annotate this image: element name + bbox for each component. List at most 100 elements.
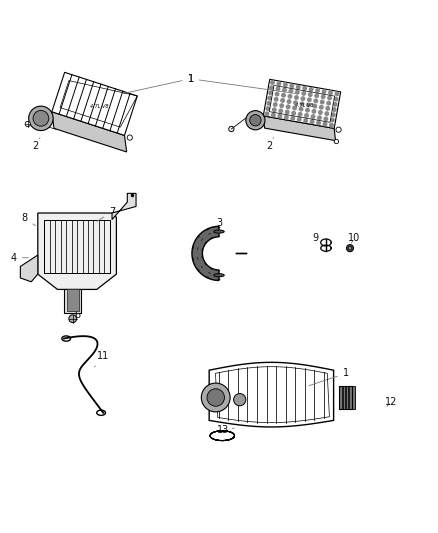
- Circle shape: [321, 95, 325, 99]
- Circle shape: [332, 108, 336, 111]
- Circle shape: [332, 113, 335, 117]
- Circle shape: [320, 106, 323, 109]
- Circle shape: [329, 91, 332, 94]
- Text: 4: 4: [11, 253, 28, 263]
- Circle shape: [334, 139, 339, 144]
- Circle shape: [303, 86, 307, 90]
- Text: 3: 3: [216, 218, 222, 234]
- Circle shape: [311, 115, 315, 118]
- Circle shape: [268, 96, 272, 100]
- Circle shape: [271, 81, 274, 84]
- Circle shape: [278, 115, 282, 118]
- Text: 4.7L V8: 4.7L V8: [295, 103, 314, 108]
- Circle shape: [326, 107, 329, 110]
- Circle shape: [301, 97, 304, 100]
- Circle shape: [330, 124, 333, 127]
- Circle shape: [334, 98, 338, 101]
- Circle shape: [296, 91, 299, 94]
- Circle shape: [302, 92, 306, 95]
- Circle shape: [299, 107, 303, 111]
- Circle shape: [304, 119, 307, 123]
- Circle shape: [308, 93, 312, 96]
- Bar: [339, 386, 353, 409]
- Text: 9: 9: [312, 233, 321, 246]
- Text: 2: 2: [32, 138, 40, 151]
- Circle shape: [285, 116, 288, 119]
- Polygon shape: [64, 289, 81, 313]
- Text: 13: 13: [217, 425, 234, 435]
- Circle shape: [25, 122, 30, 127]
- Circle shape: [331, 118, 334, 122]
- Circle shape: [321, 100, 324, 104]
- Circle shape: [314, 99, 318, 103]
- Circle shape: [317, 121, 320, 125]
- Bar: [346, 386, 349, 409]
- Circle shape: [286, 110, 289, 114]
- Bar: [339, 386, 342, 409]
- Circle shape: [295, 96, 298, 99]
- Polygon shape: [67, 289, 79, 311]
- Bar: [343, 386, 345, 409]
- Text: 4.7L V8: 4.7L V8: [90, 103, 108, 109]
- Circle shape: [348, 246, 352, 250]
- Circle shape: [306, 109, 309, 112]
- Text: 6: 6: [74, 306, 80, 319]
- Bar: [349, 386, 352, 409]
- Circle shape: [276, 87, 280, 91]
- Circle shape: [313, 104, 317, 108]
- Polygon shape: [112, 193, 136, 220]
- Circle shape: [287, 100, 291, 103]
- Circle shape: [297, 85, 300, 89]
- Circle shape: [328, 96, 331, 100]
- Circle shape: [327, 101, 330, 105]
- Circle shape: [289, 90, 293, 93]
- Circle shape: [284, 83, 287, 86]
- Circle shape: [282, 93, 285, 97]
- Circle shape: [272, 108, 276, 111]
- Circle shape: [250, 115, 261, 126]
- Circle shape: [318, 111, 322, 114]
- Bar: [353, 386, 355, 409]
- Text: 1: 1: [309, 368, 349, 386]
- Circle shape: [28, 106, 53, 131]
- Circle shape: [272, 113, 275, 117]
- Circle shape: [207, 389, 224, 406]
- Ellipse shape: [214, 230, 224, 233]
- Circle shape: [297, 118, 301, 122]
- Text: 12: 12: [385, 397, 398, 407]
- Circle shape: [276, 92, 279, 96]
- Circle shape: [270, 86, 273, 90]
- Circle shape: [292, 111, 295, 115]
- Circle shape: [275, 98, 278, 101]
- Circle shape: [291, 117, 294, 120]
- Circle shape: [201, 383, 230, 412]
- Circle shape: [309, 87, 313, 91]
- Circle shape: [273, 103, 277, 106]
- Polygon shape: [52, 72, 137, 135]
- Circle shape: [281, 99, 284, 102]
- Circle shape: [323, 123, 327, 126]
- Circle shape: [346, 245, 353, 252]
- Circle shape: [336, 127, 341, 132]
- Circle shape: [322, 90, 326, 93]
- Polygon shape: [263, 79, 341, 128]
- Polygon shape: [263, 116, 336, 141]
- Circle shape: [280, 104, 283, 108]
- Circle shape: [333, 102, 337, 106]
- Circle shape: [325, 112, 328, 115]
- Polygon shape: [209, 362, 334, 427]
- Circle shape: [283, 88, 286, 92]
- Circle shape: [318, 116, 321, 119]
- Text: 2: 2: [266, 138, 274, 151]
- Text: 1: 1: [187, 74, 297, 94]
- Circle shape: [290, 84, 293, 87]
- Circle shape: [69, 315, 77, 322]
- Circle shape: [300, 102, 304, 106]
- Circle shape: [316, 88, 319, 92]
- Circle shape: [266, 107, 270, 110]
- Text: 10: 10: [348, 233, 360, 243]
- Circle shape: [33, 110, 49, 126]
- Circle shape: [324, 117, 328, 120]
- Polygon shape: [192, 227, 219, 280]
- Text: 1: 1: [124, 74, 194, 93]
